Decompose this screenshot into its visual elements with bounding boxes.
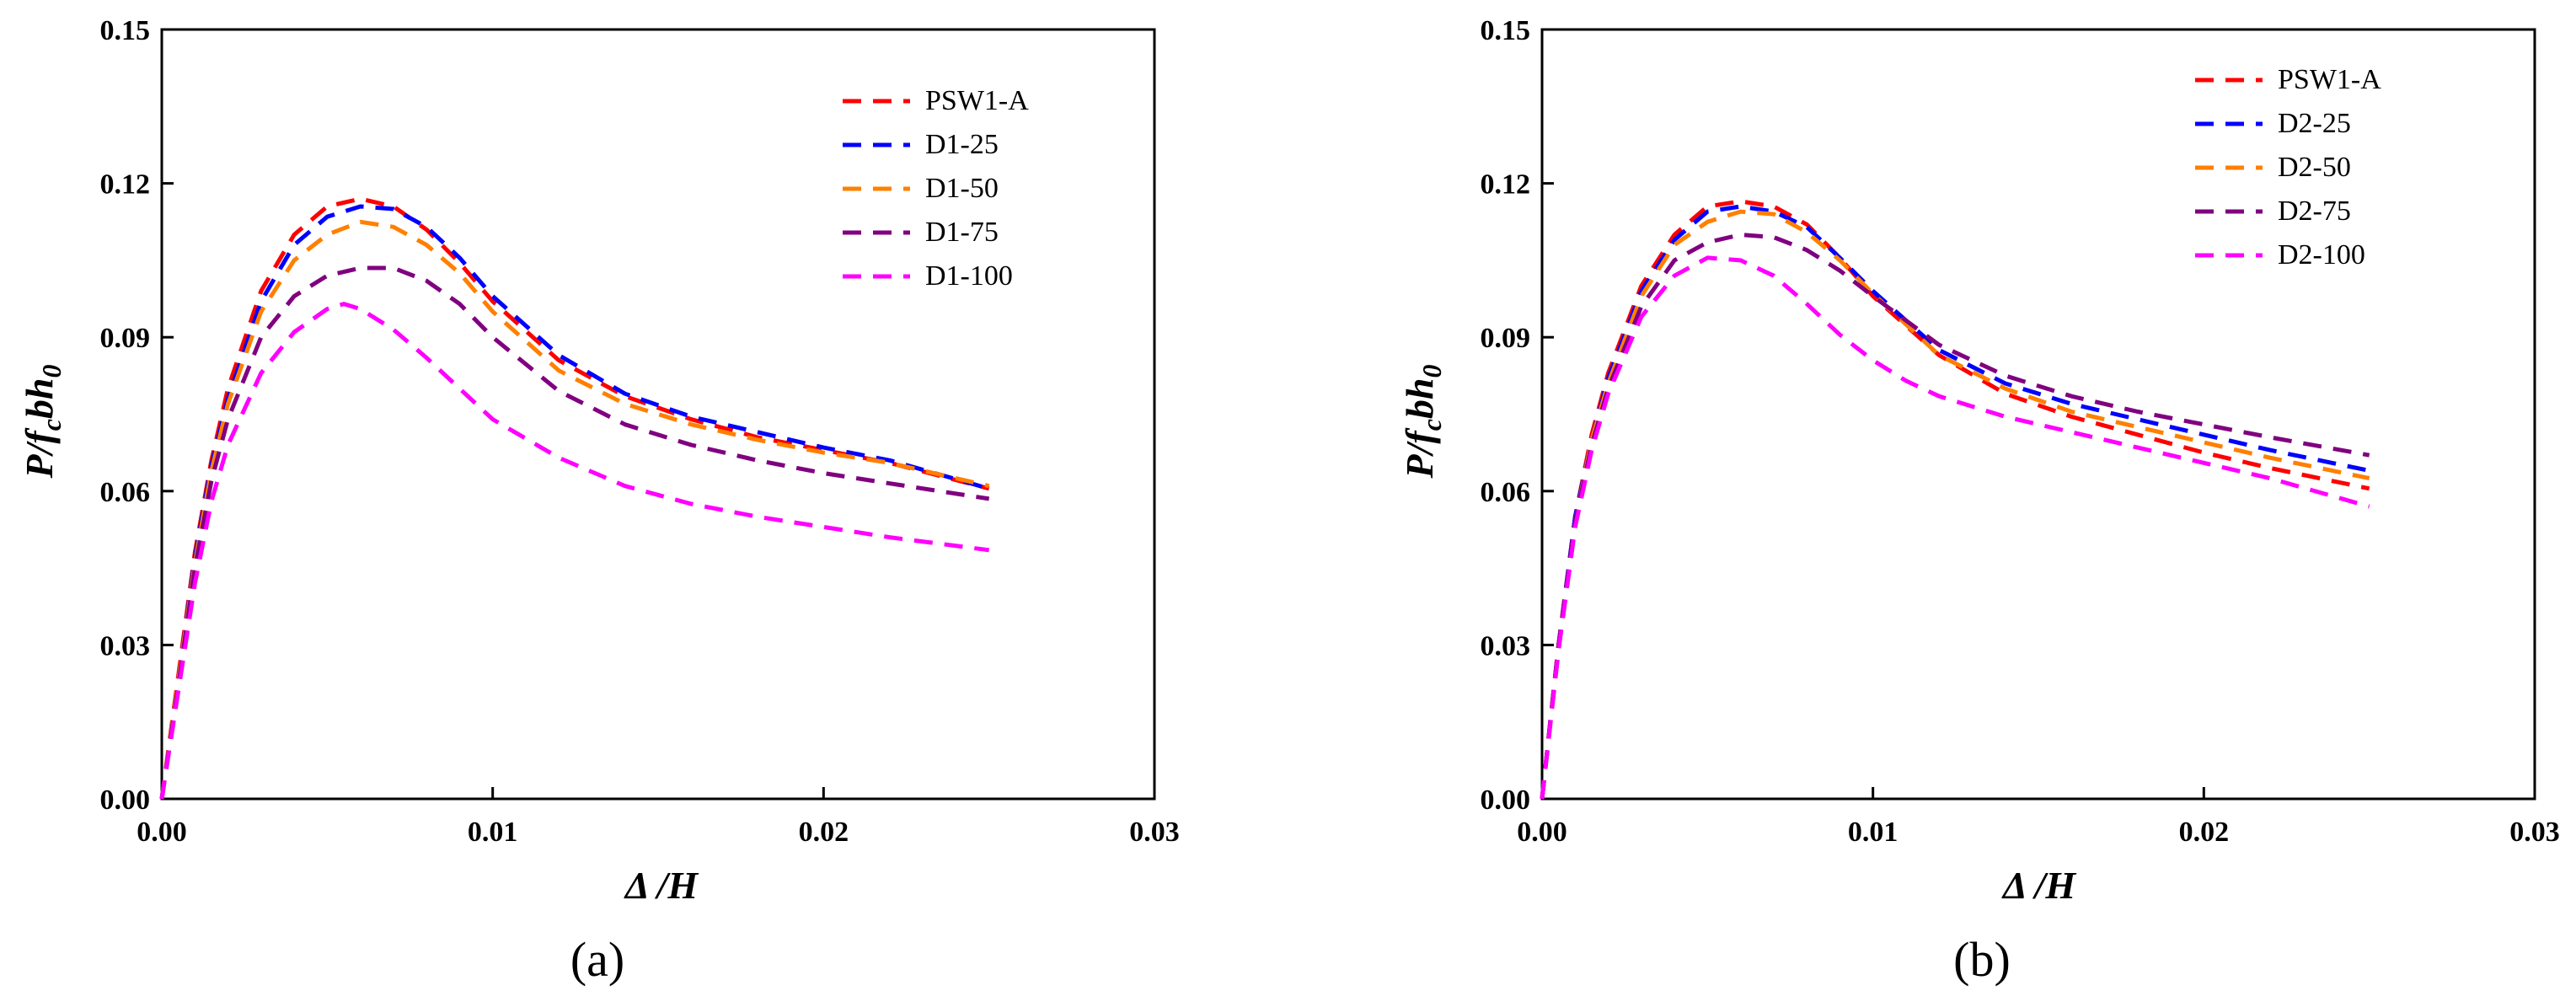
legend-label: D2-75 [2278, 196, 2351, 227]
plot-frame [160, 28, 1156, 801]
series-line-d2-75 [1540, 233, 2370, 800]
series-line-d1-50 [159, 219, 990, 800]
legend-label: D1-75 [925, 217, 999, 248]
series-line-d1-25 [159, 204, 990, 800]
y-axis-title: P/fcbh0 [18, 364, 67, 479]
panel-label: (a) [570, 932, 624, 987]
chart-panel-a: 0.000.030.060.090.120.15 0.00 0.01 0.02 0.0… [18, 15, 1180, 987]
x-tick-label: 0.01 [1848, 817, 1899, 848]
legend-label: D2-100 [2278, 239, 2365, 270]
chart-panel-b: 0.000.030.060.090.120.15 0.00 0.01 0.02 0.0… [1398, 15, 2560, 987]
x-tick-label: 0.03 [1129, 817, 1180, 848]
legend: PSW1-A D2-25 D2-50 D2-75 D2-100 [2195, 64, 2381, 270]
y-tick-label: 0.06 [100, 477, 151, 508]
series-line-psw1-a [159, 196, 990, 800]
plot-frame [1540, 28, 2536, 801]
legend-label: D2-50 [2278, 152, 2351, 183]
legend: PSW1-A D1-25 D1-50 D1-75 D1-100 [843, 85, 1029, 292]
legend-label: D1-50 [925, 173, 999, 204]
x-tick-label: 0.02 [2179, 817, 2230, 848]
x-tick-label: 0.00 [1517, 817, 1567, 848]
legend-label: D2-25 [2278, 108, 2351, 139]
y-tick-label: 0.00 [1481, 785, 1531, 816]
y-axis-title: P/fcbh0 [1398, 364, 1447, 479]
y-tick-label: 0.06 [1481, 477, 1531, 508]
legend-label: PSW1-A [925, 85, 1029, 116]
series-line-d2-25 [1540, 204, 2370, 800]
legend-label: D1-100 [925, 260, 1013, 292]
x-axis: 0.00 0.01 0.02 0.03 [1517, 787, 2560, 848]
y-tick-label: 0.00 [100, 785, 151, 816]
y-tick-label: 0.12 [100, 169, 151, 201]
x-axis-title-delta: Δ /H [2001, 864, 2077, 907]
legend-label: D1-25 [925, 129, 999, 160]
series-line-d2-100 [1540, 255, 2370, 800]
x-tick-label: 0.02 [799, 817, 849, 848]
y-axis: 0.00 0.03 0.06 0.09 0.12 0.15 [1481, 15, 1554, 816]
y-tick-label: 0.15 [1481, 15, 1531, 46]
x-tick-label: 0.03 [2509, 817, 2560, 848]
x-axis-title-delta: Δ /H [624, 864, 699, 907]
series-line-d1-100 [159, 302, 990, 800]
y-tick-label: 0.12 [1481, 169, 1531, 201]
panel-label: (b) [1953, 932, 2011, 987]
x-tick-label: 0.00 [137, 817, 187, 848]
y-tick-label: 0.03 [1481, 630, 1531, 662]
legend-label: PSW1-A [2278, 64, 2381, 95]
y-tick-label: 0.03 [100, 630, 151, 662]
y-tick-label: 0.09 [100, 323, 151, 354]
series-layer [1540, 199, 2370, 800]
x-axis: 0.00 0.01 0.02 0.03 [137, 787, 1180, 848]
x-tick-label: 0.01 [468, 817, 518, 848]
series-line-d2-50 [1540, 209, 2370, 800]
y-axis: 0.00 0.03 0.06 0.09 0.12 0.15 [100, 15, 174, 816]
y-tick-label: 0.09 [1481, 323, 1531, 354]
x-axis-title: Δ /H [624, 864, 699, 907]
series-line-d1-75 [159, 265, 990, 800]
series-line-psw1-a [1540, 199, 2370, 800]
series-layer [159, 196, 990, 800]
y-tick-label: 0.15 [100, 15, 151, 46]
x-axis-title: Δ /H [2001, 864, 2077, 907]
